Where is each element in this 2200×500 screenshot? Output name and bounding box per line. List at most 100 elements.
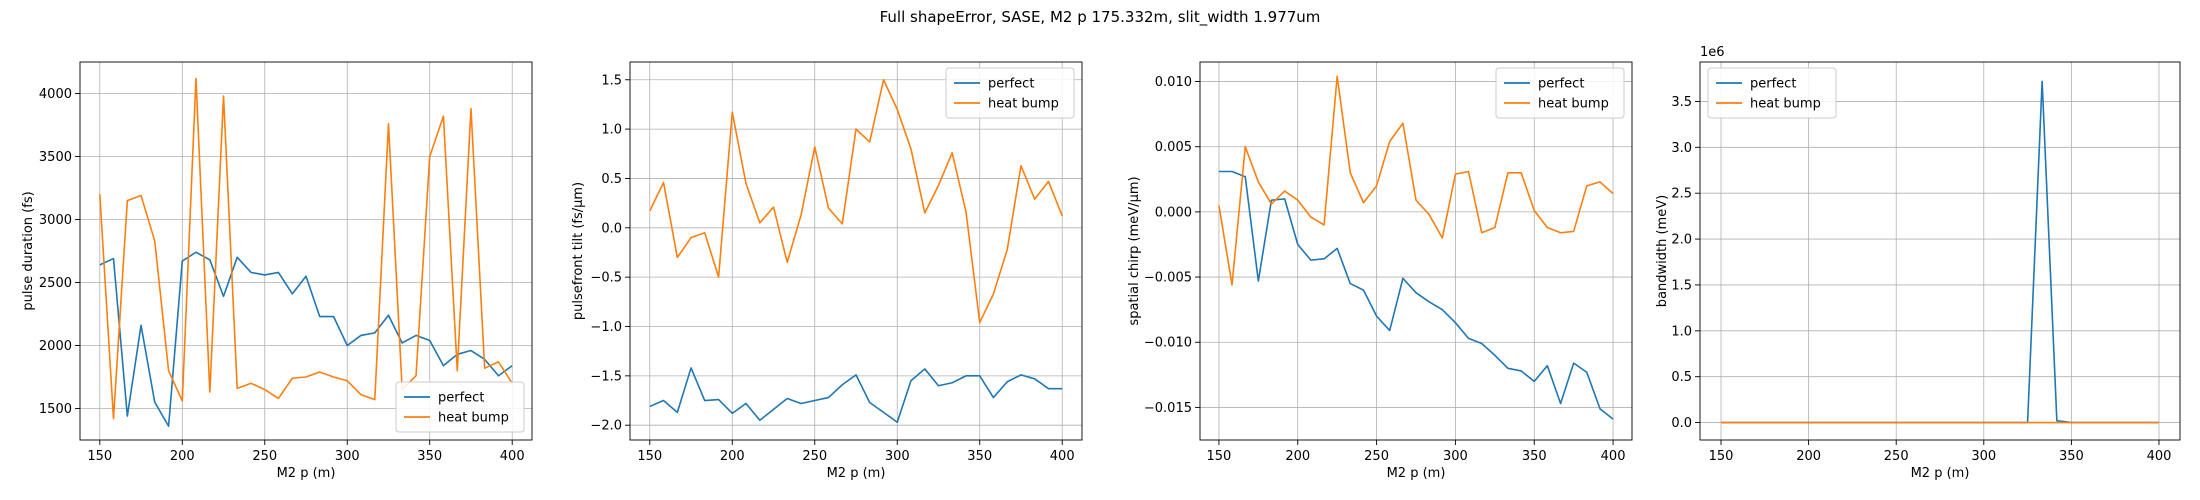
x-tick-label: 300 bbox=[1443, 449, 1468, 464]
x-tick-label: 150 bbox=[1709, 449, 1734, 464]
legend: perfect heat bump bbox=[1495, 67, 1625, 119]
series-group bbox=[1218, 75, 1614, 420]
x-tick-label: 400 bbox=[1050, 449, 1075, 464]
y-axis-label: spatial chirp (meV/µm) bbox=[1127, 176, 1142, 325]
y-tick-label: 3500 bbox=[39, 150, 72, 165]
x-tick-label: 400 bbox=[2147, 449, 2172, 464]
y-tick-label: 0.5 bbox=[1671, 370, 1692, 385]
x-tick-label: 400 bbox=[1601, 449, 1626, 464]
x-tick-label: 250 bbox=[1884, 449, 1909, 464]
series-line-heat-bump bbox=[1218, 75, 1614, 286]
x-axis-label: M2 p (m) bbox=[277, 466, 336, 481]
grid bbox=[1700, 62, 2180, 440]
y-tick-label: −1.0 bbox=[590, 320, 622, 335]
x-tick-label: 300 bbox=[1971, 449, 1996, 464]
x-tick-label: 300 bbox=[335, 449, 360, 464]
legend-label: perfect bbox=[988, 77, 1034, 92]
y-tick-label: 1.5 bbox=[1671, 278, 1692, 293]
legend-label: perfect bbox=[1538, 77, 1584, 92]
x-tick-label: 250 bbox=[802, 449, 827, 464]
legend: perfect heat bump bbox=[945, 67, 1075, 119]
legend-box bbox=[945, 67, 1075, 119]
legend-box bbox=[395, 381, 525, 433]
axes-frame bbox=[1699, 61, 2181, 441]
legend-label: perfect bbox=[1750, 77, 1796, 92]
legend-box bbox=[1707, 67, 1837, 119]
legend-label: heat bump bbox=[1750, 97, 1821, 112]
series-group bbox=[649, 78, 1063, 424]
y-tick-label: 1.0 bbox=[1671, 324, 1692, 339]
x-tick-label: 150 bbox=[1207, 449, 1232, 464]
y-tick-label: −2.0 bbox=[590, 419, 622, 434]
x-tick-label: 200 bbox=[1796, 449, 1821, 464]
y-tick-label: 1.5 bbox=[601, 73, 622, 88]
y-tick-label: −0.005 bbox=[1144, 271, 1192, 286]
y-axis-label: pulsefront tilt (fs/µm) bbox=[571, 182, 586, 320]
series-line-perfect bbox=[1218, 170, 1614, 420]
y-tick-label: −0.010 bbox=[1144, 336, 1192, 351]
x-axis-label: M2 p (m) bbox=[1387, 466, 1446, 481]
y-tick-label: 0.010 bbox=[1155, 75, 1192, 90]
legend-label: perfect bbox=[438, 391, 484, 406]
chart-panel-3: 150 200 250 300 350 400 −0.015 −0.010 −0.005 0.00… bbox=[1127, 61, 1633, 481]
x-tick-label: 150 bbox=[637, 449, 662, 464]
x-tick-label: 400 bbox=[500, 449, 525, 464]
y-tick-label: 1500 bbox=[39, 402, 72, 417]
x-tick-label: 250 bbox=[1364, 449, 1389, 464]
y-tick-label: 3.5 bbox=[1671, 95, 1692, 110]
y-tick-label: 1.0 bbox=[601, 123, 622, 138]
grid bbox=[1200, 62, 1632, 440]
series-line-heat-bump bbox=[649, 78, 1063, 324]
axes-frame bbox=[1199, 61, 1633, 441]
y-tick-label: 0.0 bbox=[601, 221, 622, 236]
x-tick-label: 200 bbox=[170, 449, 195, 464]
series-group bbox=[1721, 80, 2159, 424]
y-tick-label: 3000 bbox=[39, 213, 72, 228]
legend: perfect heat bump bbox=[395, 381, 525, 433]
x-tick-label: 250 bbox=[252, 449, 277, 464]
series-line-perfect bbox=[1721, 80, 2159, 424]
axes-frame bbox=[79, 61, 533, 441]
axes-frame bbox=[629, 61, 1083, 441]
y-tick-label: 0.005 bbox=[1155, 140, 1192, 155]
y-tick-label: 0.5 bbox=[601, 172, 622, 187]
y-tick-label: 4000 bbox=[39, 87, 72, 102]
chart-panel-2: 150 200 250 300 350 400 −2.0 −1.5 −1.0 −0.5 0.0 0.5… bbox=[571, 61, 1083, 481]
legend: perfect heat bump bbox=[1707, 67, 1837, 119]
y-offset-label: 1e6 bbox=[1700, 45, 1725, 60]
chart-panel-1: 150 200 250 300 350 400 1500 2000 2500 3000 3500 40… bbox=[21, 61, 533, 481]
figure-title: Full shapeError, SASE, M2 p 175.332m, sl… bbox=[880, 8, 1321, 27]
x-axis-label: M2 p (m) bbox=[1911, 466, 1970, 481]
y-tick-label: 2500 bbox=[39, 276, 72, 291]
y-tick-label: 2.0 bbox=[1671, 233, 1692, 248]
series-line-perfect bbox=[649, 367, 1063, 424]
x-axis-label: M2 p (m) bbox=[827, 466, 886, 481]
y-tick-label: 0.000 bbox=[1155, 205, 1192, 220]
grid bbox=[80, 62, 532, 440]
y-tick-label: 2000 bbox=[39, 339, 72, 354]
x-tick-label: 150 bbox=[87, 449, 112, 464]
x-tick-label: 350 bbox=[1522, 449, 1547, 464]
x-tick-label: 350 bbox=[2059, 449, 2084, 464]
legend-box bbox=[1495, 67, 1625, 119]
y-axis-label: pulse duration (fs) bbox=[21, 191, 36, 310]
y-tick-label: 2.5 bbox=[1671, 187, 1692, 202]
x-tick-label: 350 bbox=[967, 449, 992, 464]
y-tick-label: −0.015 bbox=[1144, 401, 1192, 416]
x-tick-label: 350 bbox=[417, 449, 442, 464]
y-tick-label: −1.5 bbox=[590, 369, 622, 384]
y-tick-label: −0.5 bbox=[590, 271, 622, 286]
x-tick-label: 200 bbox=[1285, 449, 1310, 464]
x-tick-label: 300 bbox=[885, 449, 910, 464]
series-line-perfect bbox=[99, 251, 513, 427]
y-tick-label: 3.0 bbox=[1671, 141, 1692, 156]
chart-panel-4: 150 200 250 300 350 400 0.0 0.5 1.0 1.5 2.0 2.5 3.0 3… bbox=[1655, 45, 2181, 481]
legend-label: heat bump bbox=[438, 411, 509, 426]
legend-label: heat bump bbox=[988, 97, 1059, 112]
series-line-heat-bump bbox=[99, 77, 513, 420]
series-group bbox=[99, 77, 513, 427]
y-axis-label: bandwidth (meV) bbox=[1655, 195, 1670, 307]
legend-label: heat bump bbox=[1538, 97, 1609, 112]
y-tick-label: 0.0 bbox=[1671, 416, 1692, 431]
